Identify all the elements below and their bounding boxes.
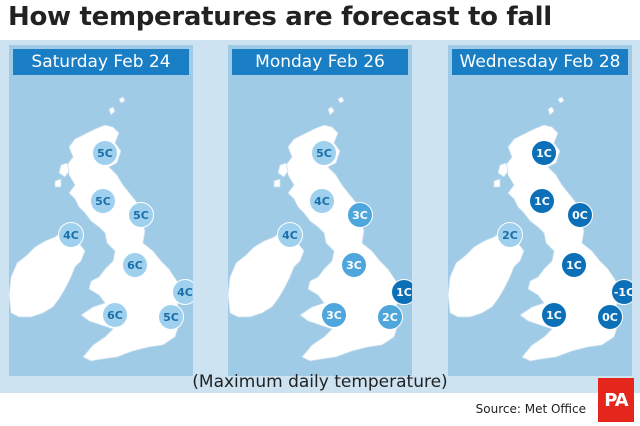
temperature-bubble: 5C: [90, 188, 116, 214]
temperature-bubble: 3C: [321, 302, 347, 328]
great-britain-landmass: [66, 124, 182, 362]
island: [493, 178, 501, 188]
temperature-bubble: 6C: [102, 302, 128, 328]
temperature-bubble: -1C: [611, 279, 632, 305]
island: [273, 178, 281, 188]
map-panel-wednesday: Wednesday Feb 28 1C 1C 0C 2C 1C -1C 1C 0C: [448, 45, 632, 376]
great-britain-landmass: [505, 124, 621, 362]
temperature-bubble: 1C: [531, 140, 557, 166]
uk-map: [448, 96, 621, 362]
ireland-landmass: [228, 228, 305, 318]
island: [58, 162, 70, 178]
island: [557, 96, 565, 104]
island: [108, 106, 116, 116]
temperature-bubble: 4C: [309, 188, 335, 214]
ireland-landmass: [9, 228, 86, 318]
temperature-bubble: 1C: [529, 188, 555, 214]
island: [547, 106, 555, 116]
island: [118, 96, 126, 104]
temperature-bubble: 5C: [92, 140, 118, 166]
island: [337, 96, 345, 104]
island: [327, 106, 335, 116]
map-panel-saturday: Saturday Feb 24 5C 5C 5C 4C 6C 4C 6C 5C: [9, 45, 193, 376]
panel-date-label: Saturday Feb 24: [13, 49, 189, 75]
ireland-landmass: [448, 228, 525, 318]
temperature-bubble: 0C: [597, 304, 623, 330]
pa-logo: PA: [598, 378, 634, 422]
temperature-bubble: 4C: [58, 222, 84, 248]
island: [497, 162, 509, 178]
source-credit: Source: Met Office: [475, 402, 586, 416]
panel-date-label: Wednesday Feb 28: [452, 49, 628, 75]
caption: (Maximum daily temperature): [192, 372, 448, 392]
temperature-bubble: 1C: [541, 302, 567, 328]
page-title: How temperatures are forecast to fall: [8, 2, 552, 32]
island: [277, 162, 289, 178]
temperature-bubble: 3C: [347, 202, 373, 228]
great-britain-landmass: [285, 124, 401, 362]
island: [54, 178, 62, 188]
map-panel-monday: Monday Feb 26 5C 4C 3C 4C 3C 1C 3C 2C: [228, 45, 412, 376]
temperature-bubble: 0C: [567, 202, 593, 228]
temperature-bubble: 5C: [158, 304, 184, 330]
temperature-bubble: 3C: [341, 252, 367, 278]
temperature-bubble: 2C: [377, 304, 403, 330]
temperature-bubble: 4C: [172, 279, 193, 305]
temperature-bubble: 1C: [561, 252, 587, 278]
temperature-bubble: 1C: [391, 279, 412, 305]
uk-map: [228, 96, 401, 362]
temperature-bubble: 5C: [311, 140, 337, 166]
temperature-bubble: 4C: [277, 222, 303, 248]
uk-map: [9, 96, 182, 362]
temperature-bubble: 6C: [122, 252, 148, 278]
panel-date-label: Monday Feb 26: [232, 49, 408, 75]
temperature-bubble: 2C: [497, 222, 523, 248]
temperature-bubble: 5C: [128, 202, 154, 228]
